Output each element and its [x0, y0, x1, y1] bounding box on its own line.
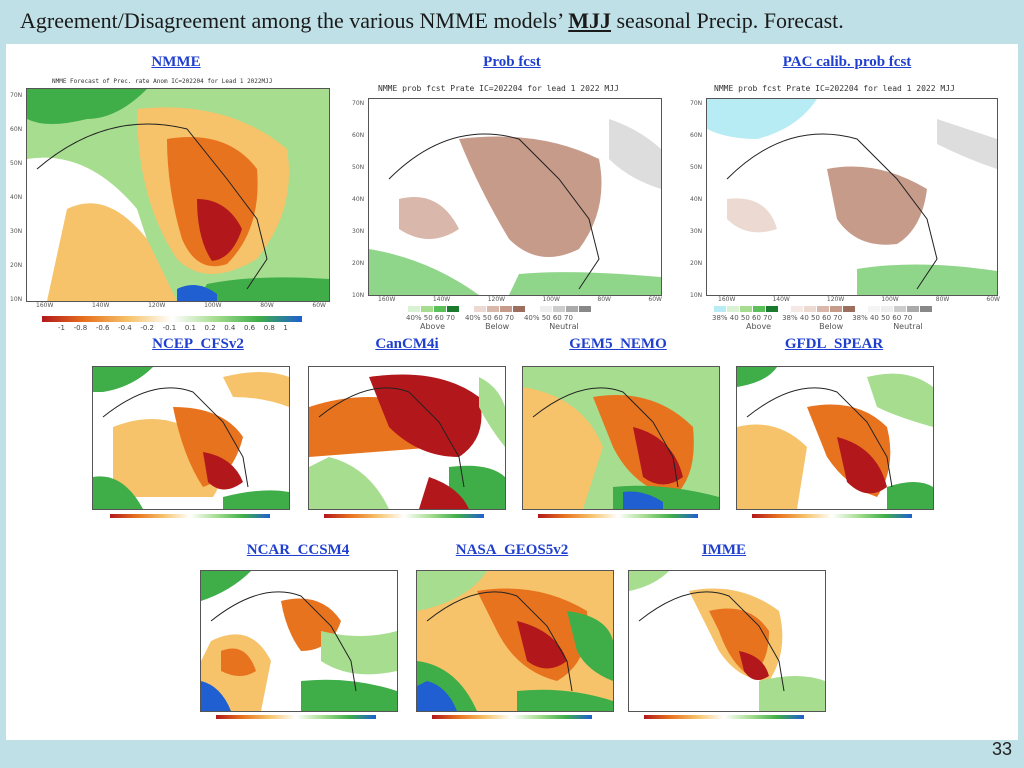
- nasa-geos5v2-colorbar: [432, 715, 592, 719]
- gem5-nemo-colorbar: [538, 514, 698, 518]
- prob-forecast-map: [368, 98, 662, 296]
- prob-map-caption: NMME prob fcst Prate IC=202204 for lead …: [378, 84, 619, 93]
- prob-legend-names: Above Below Neutral: [420, 322, 579, 331]
- ncar-ccsm4-map: [200, 570, 398, 712]
- cancm4i-map: [308, 366, 506, 510]
- prob-legend-values: 40% 50 60 70 40% 50 60 70 40% 50 60 70: [406, 314, 573, 322]
- pac-map-caption: NMME prob fcst Prate IC=202204 for lead …: [714, 84, 955, 93]
- imme-colorbar: [644, 715, 804, 719]
- panel-label-gfdl-spear: GFDL_SPEAR: [784, 336, 884, 352]
- nmme-colorbar-labels: -1 -0.8 -0.6 -0.4 -0.2 -0.1 0.1 0.2 0.4 0.6 0…: [58, 324, 288, 332]
- ncar-ccsm4-colorbar: [216, 715, 376, 719]
- title-text-before: Agreement/Disagreement among the various…: [20, 8, 563, 33]
- pac-legend-values: 38% 40 50 60 70 38% 40 50 60 70 38% 40 50 …: [712, 314, 913, 322]
- gfdl-spear-map: [736, 366, 934, 510]
- prob-lon-labels: 160W 140W 120W 100W 80W 60W: [378, 296, 662, 303]
- panel-label-ncep-cfsv2: NCEP_CFSv2: [152, 336, 244, 352]
- ncep-cfsv2-map: [92, 366, 290, 510]
- cancm4i-colorbar: [324, 514, 484, 518]
- pac-legend-names: Above Below Neutral: [746, 322, 923, 331]
- nmme-forecast-map: [26, 88, 330, 302]
- pac-lon-labels: 160W 140W 120W 100W 80W 60W: [718, 296, 1000, 303]
- panel-label-imme: IMME: [701, 542, 747, 558]
- slide-page-number: 33: [991, 739, 1012, 759]
- gem5-nemo-map: [522, 366, 720, 510]
- nmme-map-caption: NMME Forecast of Prec. rate Anom IC=2022…: [52, 78, 273, 85]
- ncep-cfsv2-colorbar: [110, 514, 270, 518]
- prob-legend-swatches: [408, 306, 592, 312]
- panel-label-prob-fcst: Prob fcst: [483, 54, 541, 70]
- pac-forecast-map: [706, 98, 998, 296]
- panel-label-ncar-ccsm4: NCAR_CCSM4: [246, 542, 350, 558]
- imme-map: [628, 570, 826, 712]
- panel-label-gem5-nemo: GEM5_NEMO: [569, 336, 667, 352]
- panel-label-nmme: NMME: [151, 54, 201, 70]
- nmme-lon-labels: 160W 140W 120W 100W 80W 60W: [36, 302, 326, 309]
- pac-legend-swatches: [714, 306, 933, 312]
- slide-canvas: NMME NMME Forecast of Prec. rate Anom IC…: [6, 44, 1018, 740]
- title-text-after: seasonal Precip. Forecast.: [616, 8, 844, 33]
- panel-label-nasa-geos5v2: NASA_GEOS5v2: [455, 542, 569, 558]
- slide-title: Agreement/Disagreement among the various…: [20, 8, 844, 34]
- panel-label-pac-calib: PAC calib. prob fcst: [782, 54, 912, 70]
- gfdl-spear-colorbar: [752, 514, 912, 518]
- panel-label-cancm4i: CanCM4i: [375, 336, 439, 352]
- title-season-emphasis: MJJ: [568, 8, 611, 33]
- nasa-geos5v2-map: [416, 570, 614, 712]
- nmme-colorbar: [42, 316, 302, 322]
